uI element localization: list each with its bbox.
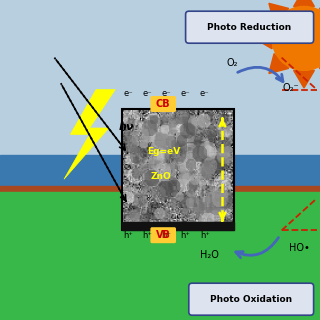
- Bar: [122, 109, 234, 230]
- Bar: [0, 0, 320, 160]
- Polygon shape: [269, 54, 289, 74]
- Text: h⁺: h⁺: [181, 231, 190, 240]
- FancyBboxPatch shape: [186, 11, 314, 43]
- Text: Photo Reduction: Photo Reduction: [207, 23, 292, 32]
- Circle shape: [272, 6, 320, 70]
- Text: e⁻: e⁻: [200, 89, 210, 98]
- Polygon shape: [319, 54, 320, 74]
- Text: e⁻: e⁻: [181, 89, 190, 98]
- Text: h⁺: h⁺: [162, 231, 171, 240]
- Bar: [0, 186, 320, 218]
- Polygon shape: [294, 0, 314, 6]
- Text: h⁺: h⁺: [200, 231, 210, 240]
- Polygon shape: [269, 3, 289, 23]
- Text: h⁺: h⁺: [123, 231, 133, 240]
- Bar: [122, 222, 234, 230]
- FancyBboxPatch shape: [189, 283, 314, 315]
- FancyArrowPatch shape: [238, 67, 283, 82]
- FancyBboxPatch shape: [150, 96, 176, 112]
- Text: Eg=eV: Eg=eV: [147, 147, 180, 156]
- Text: h⁺: h⁺: [142, 231, 152, 240]
- Bar: [0, 160, 320, 187]
- Text: O₂: O₂: [226, 58, 238, 68]
- Polygon shape: [294, 70, 314, 88]
- Text: HO•: HO•: [289, 243, 310, 253]
- Bar: [0, 155, 320, 187]
- Text: e⁻: e⁻: [123, 89, 133, 98]
- Text: e⁻: e⁻: [162, 89, 171, 98]
- Text: CB: CB: [156, 99, 171, 109]
- Text: O₂⁻: O₂⁻: [283, 83, 300, 93]
- Polygon shape: [64, 90, 115, 179]
- Text: ZnO: ZnO: [150, 172, 171, 181]
- Bar: [0, 192, 320, 320]
- FancyArrowPatch shape: [236, 237, 278, 258]
- Polygon shape: [319, 3, 320, 23]
- FancyBboxPatch shape: [150, 227, 176, 243]
- Text: Photo Oxidation: Photo Oxidation: [210, 295, 292, 304]
- Text: VB: VB: [156, 230, 171, 240]
- Polygon shape: [254, 28, 272, 49]
- Text: e⁻: e⁻: [142, 89, 152, 98]
- Text: H₂O: H₂O: [200, 250, 219, 260]
- Text: hν: hν: [118, 122, 134, 132]
